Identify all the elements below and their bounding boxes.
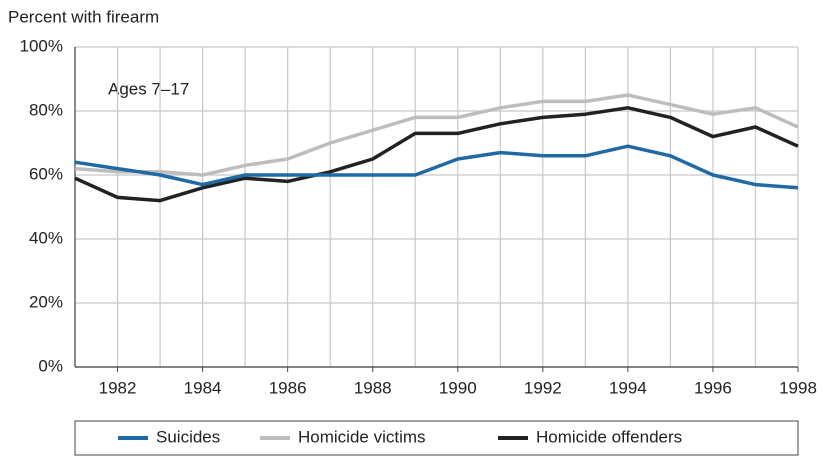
series-line (74, 93, 799, 177)
series-line (74, 106, 799, 203)
x-tick-label: 1992 (524, 378, 562, 397)
legend-box (74, 420, 799, 456)
y-tick-label: 100% (20, 36, 63, 55)
y-tick-label: 0% (38, 356, 63, 375)
annotation: Ages 7–17 (108, 79, 189, 98)
legend-label: Suicides (156, 427, 220, 446)
x-tick-label: 1988 (354, 378, 392, 397)
y-tick-label: 60% (29, 164, 63, 183)
legend-label: Homicide victims (298, 427, 426, 446)
x-tick-label: 1996 (694, 378, 732, 397)
y-tick-label: 80% (29, 100, 63, 119)
series-line (74, 144, 799, 190)
x-tick-label: 1984 (184, 378, 222, 397)
x-tick-label: 1990 (439, 378, 477, 397)
y-axis-label: Percent with firearm (8, 7, 159, 26)
x-tick-label: 1982 (99, 378, 137, 397)
y-tick-label: 20% (29, 292, 63, 311)
legend-label: Homicide offenders (536, 427, 682, 446)
x-tick-label: 1986 (269, 378, 307, 397)
x-tick-label: 1994 (609, 378, 647, 397)
x-tick-label: 1998 (779, 378, 817, 397)
y-tick-label: 40% (29, 228, 63, 247)
